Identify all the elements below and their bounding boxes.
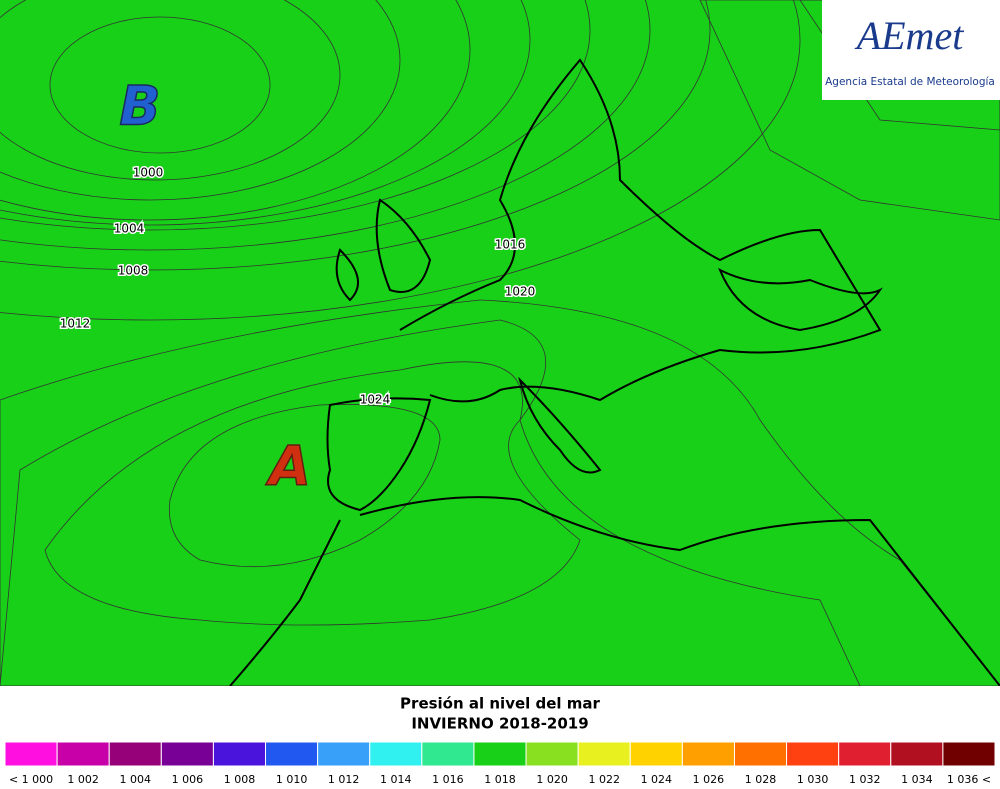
legend-swatch [681,741,735,767]
legend-swatch [108,741,162,767]
isobar-band [0,0,651,251]
logo-agency: Agencia Estatal de Meteorología [825,76,995,88]
legend-swatch [212,741,267,767]
legend-label: 1 036 < [947,773,991,786]
isobar-label: 1016 [495,238,526,252]
map: B A 1000 1004 1008 1012 1016 1020 1024 [0,0,1000,686]
coastline [326,397,432,512]
legend-label: 1 028 [745,773,777,786]
isobar-band [44,361,581,626]
legend-swatch [369,741,423,767]
legend-label: 1 018 [484,773,516,786]
logo-box [822,0,1000,100]
legend-swatch [160,741,214,767]
isobar-band [699,0,1000,221]
isobar-band [0,0,591,231]
legend-swatch [4,741,58,767]
legend-label: 1 024 [641,773,673,786]
isobar-band [0,319,861,686]
isobar-band [0,0,711,271]
legend-swatch [525,741,579,767]
isobar-band [0,299,1000,686]
isobar-label: 1004 [114,222,145,236]
isobar-label: 1000 [133,166,164,180]
logo: AEmet Agencia Estatal de Meteorología [822,0,1000,100]
legend-swatch [838,741,892,767]
isobar-label: 1020 [505,285,536,299]
legend-swatch [629,741,683,767]
isobar-label: 1012 [60,317,91,331]
legend-swatch [56,741,110,767]
legend-label: 1 010 [276,773,308,786]
legend-label: 1 008 [224,773,256,786]
legend-label: 1 004 [120,773,152,786]
isobar-band [0,0,531,226]
low-pressure-label: B [119,75,160,138]
legend-swatch [942,741,996,767]
legend-label: < 1 000 [9,773,53,786]
legend-swatch [317,741,371,767]
isobar-band [168,404,441,568]
high-pressure-label: A [265,435,311,498]
coastline [335,198,432,302]
coastline [518,376,602,474]
legend-label: 1 026 [693,773,725,786]
legend-swatch [890,741,944,767]
legend-label: 1 006 [172,773,204,786]
isobar-band [0,0,401,201]
legend-label: 1 012 [328,773,360,786]
coastline [718,267,883,332]
isobar-band [0,0,801,321]
legend-label: 1 020 [536,773,568,786]
legend-swatch [577,741,631,767]
legend-label: 1 014 [380,773,412,786]
logo-brand: AEmet [854,13,965,58]
legend-label: 1 016 [432,773,464,786]
subtitle: INVIERNO 2018-2019 [411,715,588,733]
coastline [229,496,1000,686]
isobar-band [0,0,471,221]
isobar-label: 1008 [118,264,149,278]
legend-label: 1 002 [67,773,99,786]
title: Presión al nivel del mar [400,695,600,713]
legend-swatch [421,741,475,767]
coastline [399,58,882,403]
legend-swatch [473,741,527,767]
legend-swatch [265,741,319,767]
legend-swatch [733,741,788,767]
isobar-band [0,0,341,181]
legend-swatch [786,741,840,767]
legend: < 1 000 1 002 1 004 1 006 1 008 1 010 1 012 1 0… [4,741,996,786]
legend-label: 1 034 [901,773,933,786]
legend-label: 1 032 [849,773,881,786]
map-background [0,0,1000,686]
isobar-band [49,16,271,154]
isobar-label: 1024 [360,393,391,407]
legend-label: 1 022 [588,773,620,786]
legend-label: 1 030 [797,773,829,786]
